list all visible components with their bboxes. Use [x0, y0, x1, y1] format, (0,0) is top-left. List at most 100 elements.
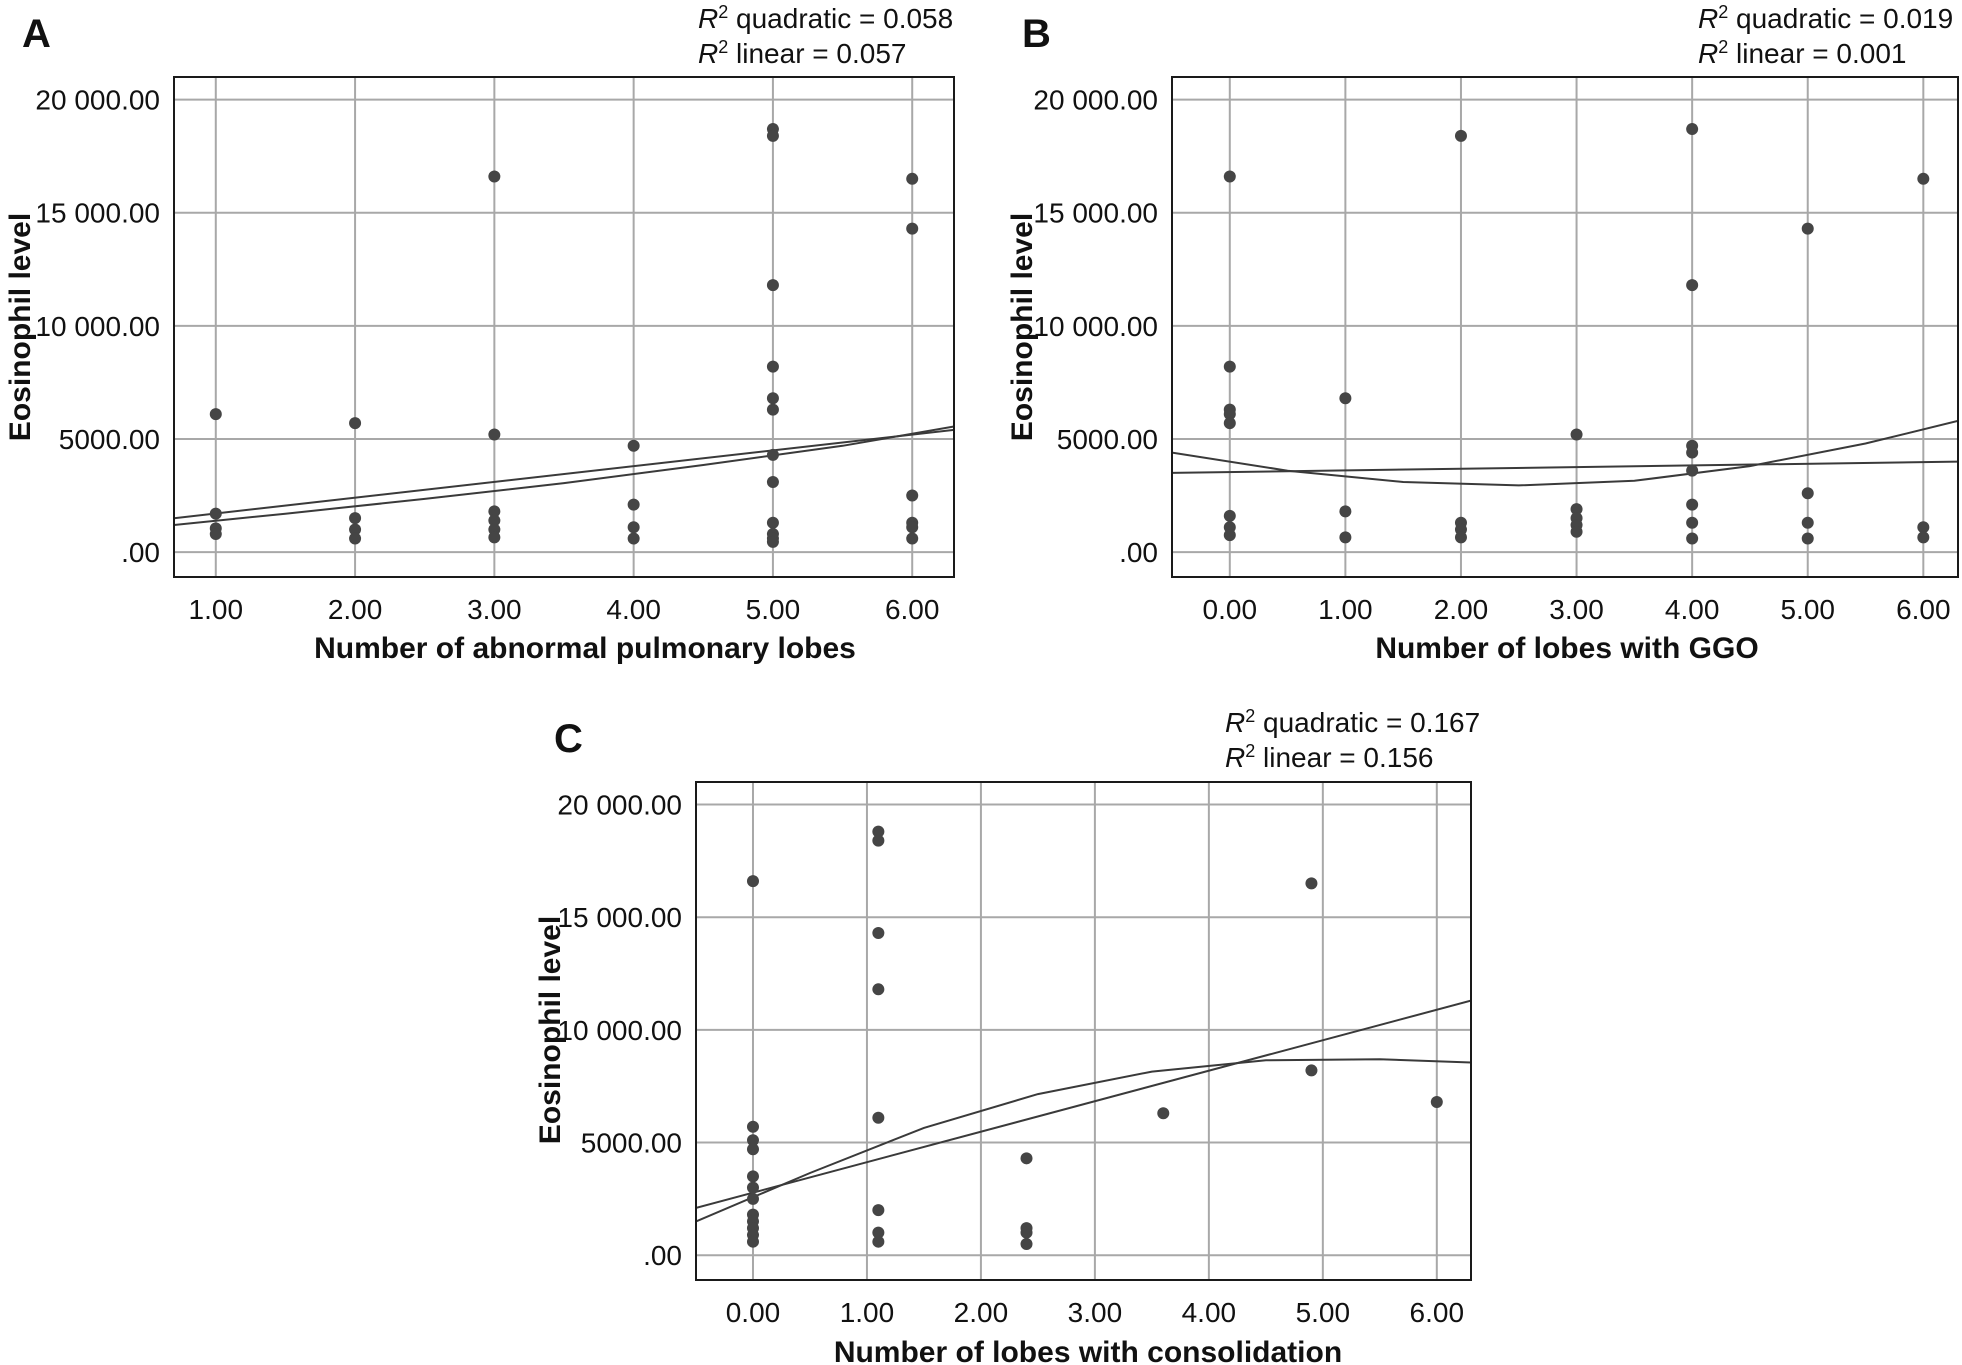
y-tick-label: 15 000.00: [1033, 198, 1158, 229]
panel-c-annotation-quadratic-sup: 2: [1245, 706, 1255, 726]
panel-a-y-axis-label: Eosinophil level: [4, 213, 37, 441]
x-tick-label: 0.00: [726, 1297, 781, 1328]
panel-c-label: C: [554, 717, 583, 761]
data-point: [209, 408, 222, 421]
data-point: [766, 392, 779, 405]
data-point: [1223, 417, 1236, 430]
x-tick-label: 1.00: [840, 1297, 895, 1328]
x-tick-label: 2.00: [954, 1297, 1009, 1328]
panel-b-y-axis-label: Eosinophil level: [1006, 213, 1039, 441]
y-tick-label: .00: [643, 1240, 682, 1271]
x-tick-label: 2.00: [328, 594, 383, 625]
data-point: [1570, 503, 1583, 516]
plot-frame: [1171, 76, 1959, 578]
panel-c: C R2 quadratic = 0.167 R2 linear = 0.156…: [534, 706, 1480, 1365]
panel-c-annotation-linear-sup: 2: [1245, 741, 1255, 761]
y-tick-label: .00: [1119, 537, 1158, 568]
data-point: [349, 417, 362, 430]
data-point: [1801, 532, 1814, 545]
fit-line-linear: [696, 999, 1471, 1209]
data-point: [872, 1226, 885, 1239]
panel-b-annotation-linear-prefix: R: [1698, 38, 1718, 69]
data-point: [488, 505, 501, 518]
panel-b-annotation-quadratic-prefix: R: [1698, 3, 1718, 34]
panel-a-annotation-quadratic-sup: 2: [718, 2, 728, 22]
data-point: [766, 129, 779, 142]
y-tick-label: 20 000.00: [1033, 85, 1158, 116]
panel-c-annotation-linear: R2 linear = 0.156: [1225, 741, 1434, 773]
data-point: [1339, 531, 1352, 544]
panel-c-annotation-linear-text: linear = 0.156: [1255, 742, 1433, 773]
data-point: [766, 403, 779, 416]
data-point: [1801, 487, 1814, 500]
data-point: [1454, 531, 1467, 544]
y-tick-label: .00: [121, 537, 160, 568]
panel-b: B R2 quadratic = 0.019 R2 linear = 0.001…: [1006, 2, 1959, 665]
data-point: [209, 507, 222, 520]
data-point: [1454, 129, 1467, 142]
y-tick-label: 5000.00: [59, 424, 160, 455]
data-point: [1223, 408, 1236, 421]
panel-c-x-axis-label: Number of lobes with consolidation: [834, 1336, 1342, 1365]
y-tick-label: 5000.00: [581, 1128, 682, 1159]
data-point: [1686, 123, 1699, 136]
data-point: [1223, 529, 1236, 542]
data-point: [872, 1111, 885, 1124]
panel-c-annotation-quadratic: R2 quadratic = 0.167: [1225, 706, 1480, 738]
panel-c-annotation-quadratic-text: quadratic = 0.167: [1255, 707, 1480, 738]
data-point: [906, 172, 919, 185]
y-tick-label: 20 000.00: [35, 85, 160, 116]
y-tick-label: 20 000.00: [557, 790, 682, 821]
data-point: [766, 516, 779, 529]
fit-line-quadratic: [696, 1058, 1471, 1223]
data-point: [1801, 516, 1814, 529]
x-tick-label: 6.00: [1896, 594, 1951, 625]
panel-c-y-axis-label: Eosinophil level: [534, 916, 567, 1144]
panel-b-label: B: [1022, 12, 1051, 56]
x-tick-label: 2.00: [1434, 594, 1489, 625]
data-point: [488, 531, 501, 544]
data-point: [209, 528, 222, 541]
data-point: [906, 532, 919, 545]
data-point: [746, 1120, 759, 1133]
data-point: [1020, 1152, 1033, 1165]
y-tick-label: 10 000.00: [1033, 311, 1158, 342]
panel-a-annotation-linear-sup: 2: [718, 37, 728, 57]
data-point: [872, 1235, 885, 1248]
panel-a-x-axis-label: Number of abnormal pulmonary lobes: [314, 632, 856, 665]
plot-frame: [695, 781, 1472, 1281]
fit-line-quadratic: [174, 425, 954, 526]
data-point: [1020, 1226, 1033, 1239]
panel-b-annotation-linear-text: linear = 0.001: [1728, 38, 1906, 69]
x-tick-label: 4.00: [606, 594, 661, 625]
data-point: [488, 170, 501, 183]
panel-c-annotation-linear-prefix: R: [1225, 742, 1245, 773]
fit-line-quadratic: [1172, 419, 1958, 487]
y-tick-label: 15 000.00: [557, 902, 682, 933]
data-point: [1157, 1107, 1170, 1120]
data-point: [1339, 392, 1352, 405]
data-point: [1686, 464, 1699, 477]
data-point: [488, 514, 501, 527]
x-tick-label: 3.00: [1068, 1297, 1123, 1328]
x-tick-label: 6.00: [885, 594, 940, 625]
data-point: [872, 1204, 885, 1217]
data-point: [746, 875, 759, 888]
data-point: [1686, 279, 1699, 292]
y-tick-label: 10 000.00: [35, 311, 160, 342]
panel-a-annotation-linear-prefix: R: [698, 38, 718, 69]
data-point: [1339, 505, 1352, 518]
panel-b-annotation-linear-sup: 2: [1718, 37, 1728, 57]
panel-b-annotation-quadratic-sup: 2: [1718, 2, 1728, 22]
panel-c-annotation-quadratic-prefix: R: [1225, 707, 1245, 738]
x-tick-label: 0.00: [1203, 594, 1258, 625]
data-point: [906, 521, 919, 534]
x-tick-label: 4.00: [1665, 594, 1720, 625]
y-tick-label: 15 000.00: [35, 198, 160, 229]
y-tick-label: 10 000.00: [557, 1015, 682, 1046]
panel-b-annotation-quadratic-text: quadratic = 0.019: [1728, 3, 1953, 34]
data-point: [1801, 222, 1814, 235]
data-point: [746, 1192, 759, 1205]
y-tick-label: 5000.00: [1057, 424, 1158, 455]
